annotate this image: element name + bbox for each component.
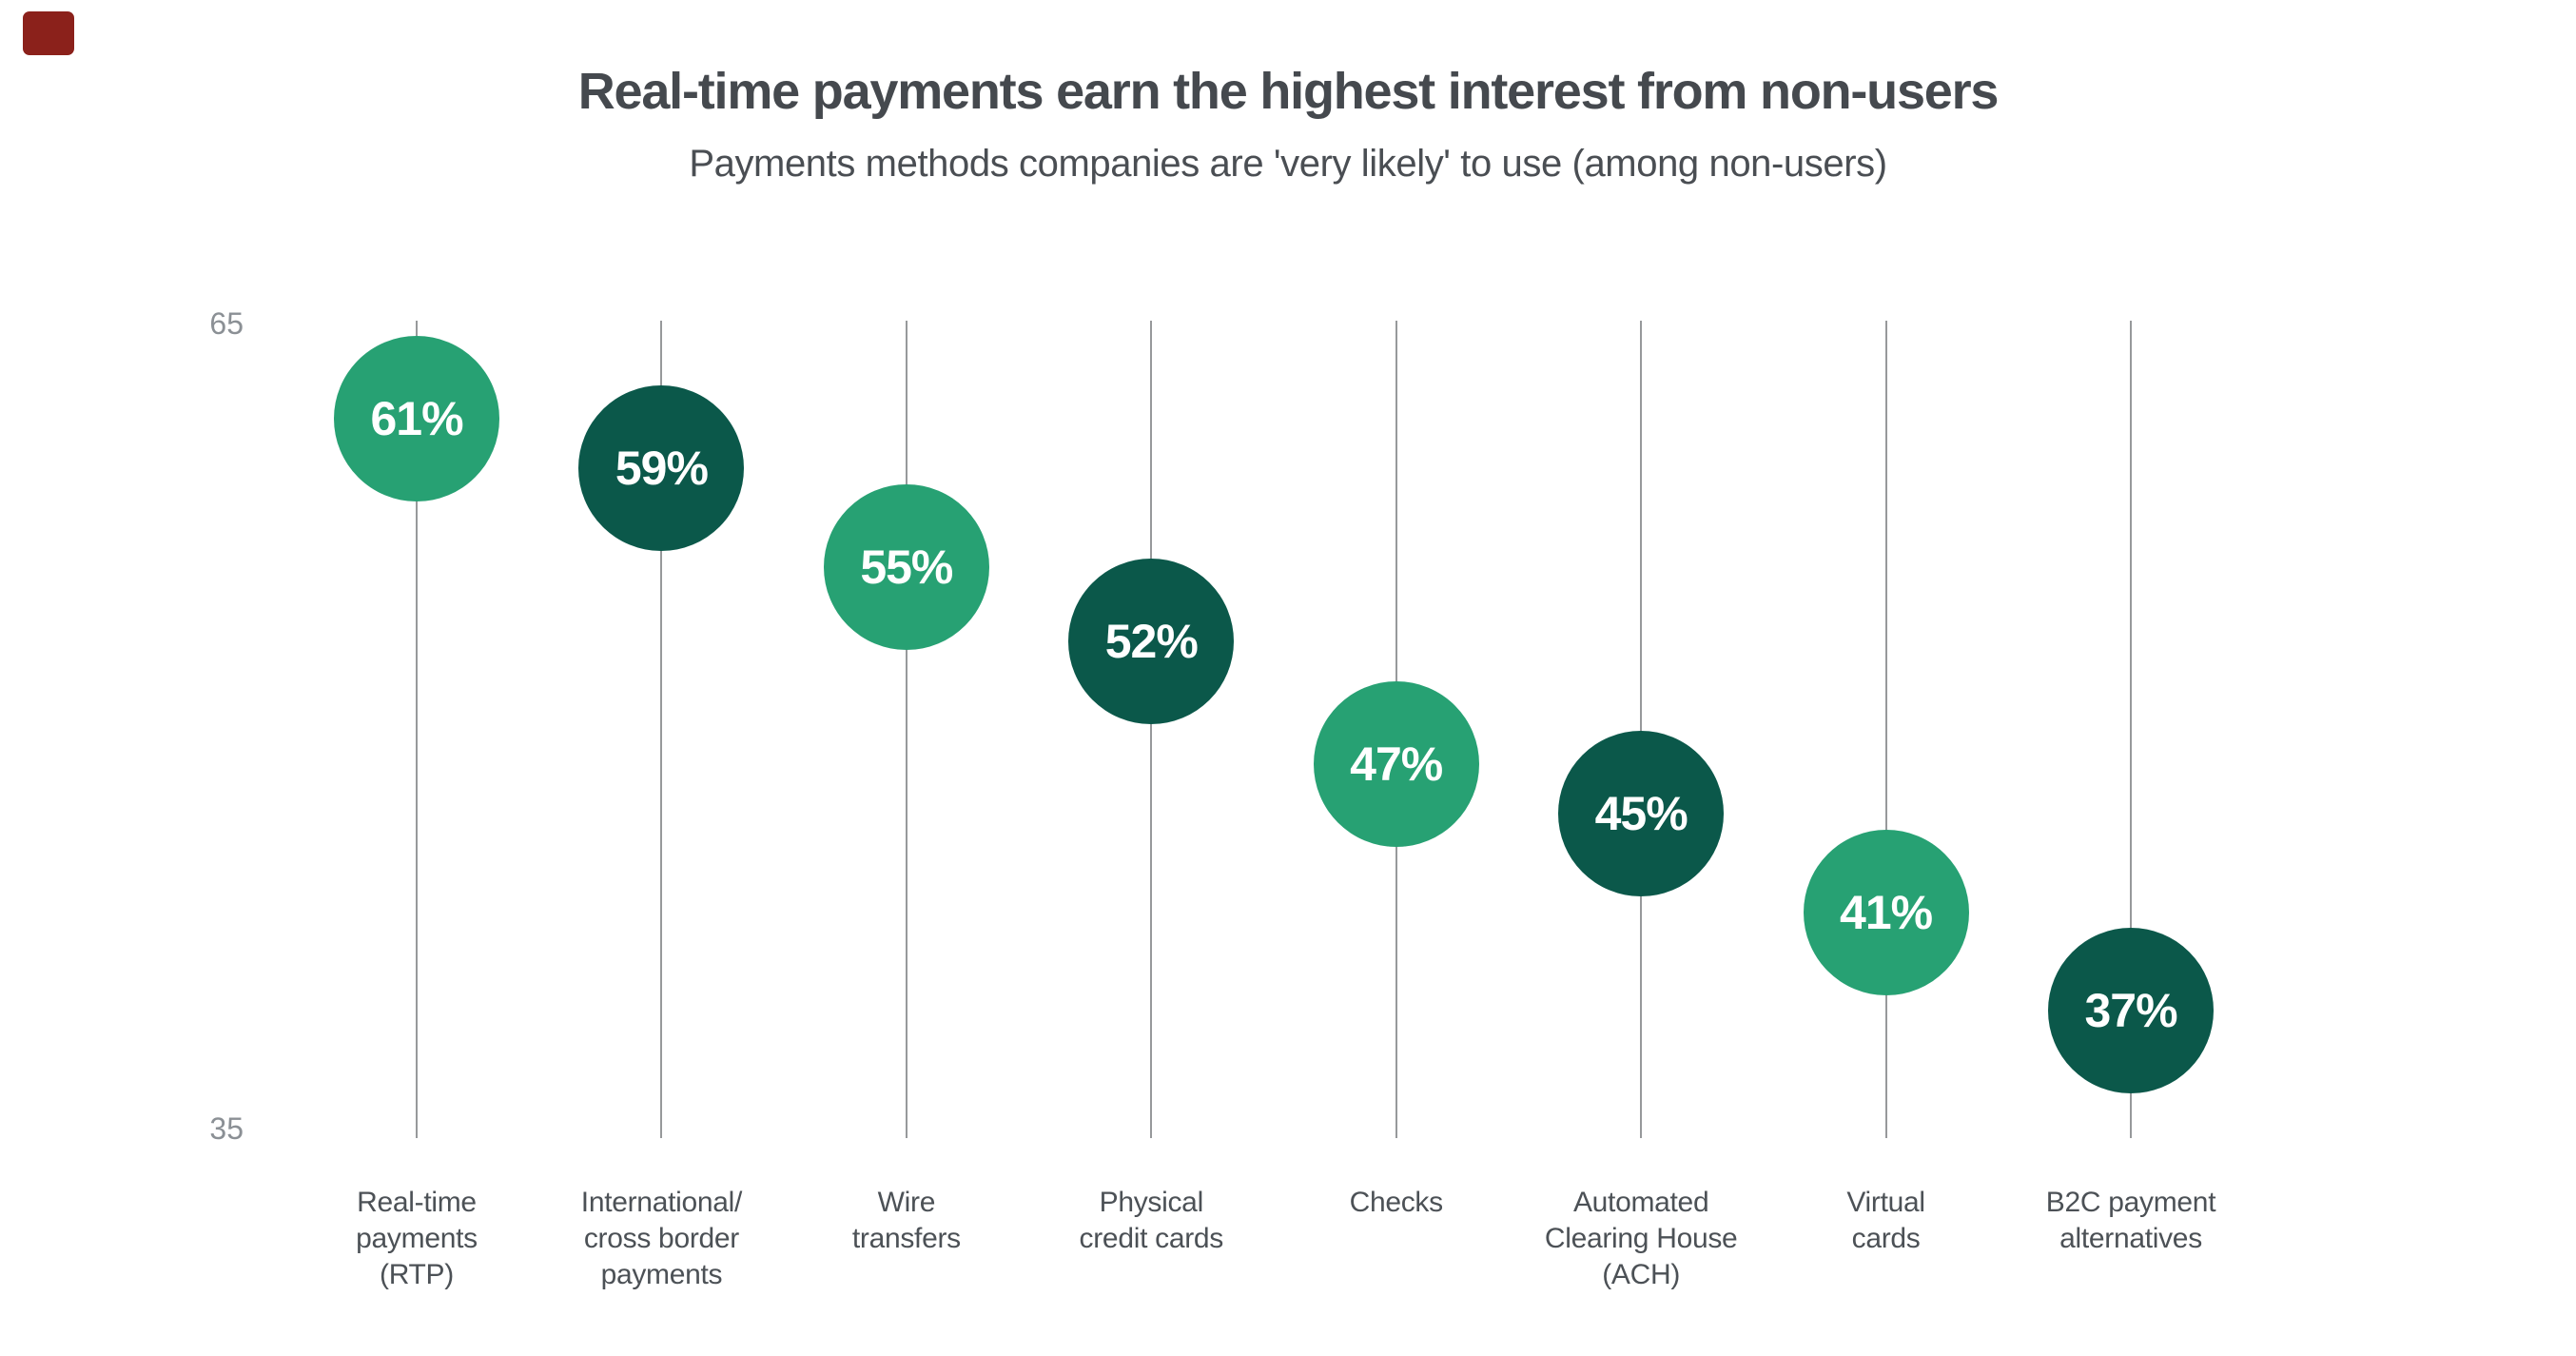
category-label-line: cards — [1851, 1223, 1921, 1254]
category-label-line: alternatives — [2059, 1223, 2202, 1254]
category-label: International/cross border payments — [509, 1185, 813, 1293]
data-point-circle: 55% — [823, 483, 989, 650]
category-label-line: (ACH) — [1602, 1259, 1681, 1290]
data-point-circle: 52% — [1068, 558, 1235, 724]
chart-title: Real-time payments earn the highest inte… — [577, 63, 2000, 120]
category-label-line: payments — [356, 1223, 478, 1254]
brand-logo-square — [23, 11, 74, 55]
gridline — [1884, 321, 1887, 1138]
data-point-circle: 47% — [1313, 681, 1479, 848]
category-label-line: Automated — [1572, 1187, 1709, 1218]
category-label: Real-time payments (RTP) — [264, 1185, 569, 1293]
category-label-line: credit cards — [1079, 1223, 1224, 1254]
category-label: Physical credit cards — [999, 1185, 1303, 1257]
data-point-value: 61% — [370, 392, 463, 446]
category-label-line: transfers — [851, 1223, 961, 1254]
category-label-line: Real-time — [357, 1187, 477, 1218]
gridline — [660, 321, 663, 1138]
data-point-circle: 45% — [1558, 731, 1725, 897]
category-label-line: International/ — [580, 1187, 743, 1218]
data-point-circle: 41% — [1803, 829, 1969, 995]
category-label: Wire transfers — [754, 1185, 1059, 1257]
y-axis-tick-35: 35 — [209, 1111, 244, 1146]
category-label-line: B2C payment — [2045, 1187, 2216, 1218]
category-label-line: cross border — [583, 1223, 739, 1254]
category-label: Checks — [1244, 1185, 1549, 1221]
category-label-line: Clearing House — [1544, 1223, 1738, 1254]
data-point-value: 52% — [1104, 614, 1199, 668]
data-point-value: 45% — [1594, 787, 1688, 841]
gridline — [416, 321, 418, 1138]
category-label-line: Wire — [877, 1187, 936, 1218]
gridline — [1640, 321, 1643, 1138]
gridline — [1150, 321, 1153, 1138]
y-axis-tick-65: 65 — [209, 306, 244, 341]
category-label-line: Checks — [1349, 1187, 1444, 1218]
chart-subtitle: Payments methods companies are 'very lik… — [689, 143, 1887, 185]
data-point-circle: 59% — [578, 385, 745, 552]
data-point-value: 55% — [860, 540, 953, 594]
data-point-value: 37% — [2084, 984, 2177, 1038]
gridline — [905, 321, 907, 1138]
category-label: Virtual cards — [1734, 1185, 2039, 1257]
category-label-line: Virtual — [1846, 1187, 1925, 1218]
category-label: Automated Clearing House (ACH) — [1489, 1185, 1793, 1293]
gridline — [2130, 321, 2132, 1138]
category-label: B2C payment alternatives — [1979, 1185, 2283, 1257]
category-label-line: payments — [600, 1259, 723, 1290]
data-point-value: 47% — [1350, 737, 1443, 792]
data-point-circle: 37% — [2048, 928, 2214, 1094]
category-label-line: (RTP) — [380, 1259, 454, 1290]
category-label-line: Physical — [1099, 1187, 1204, 1218]
data-point-circle: 61% — [334, 336, 499, 502]
data-point-value: 41% — [1840, 885, 1933, 939]
data-point-value: 59% — [615, 442, 709, 496]
